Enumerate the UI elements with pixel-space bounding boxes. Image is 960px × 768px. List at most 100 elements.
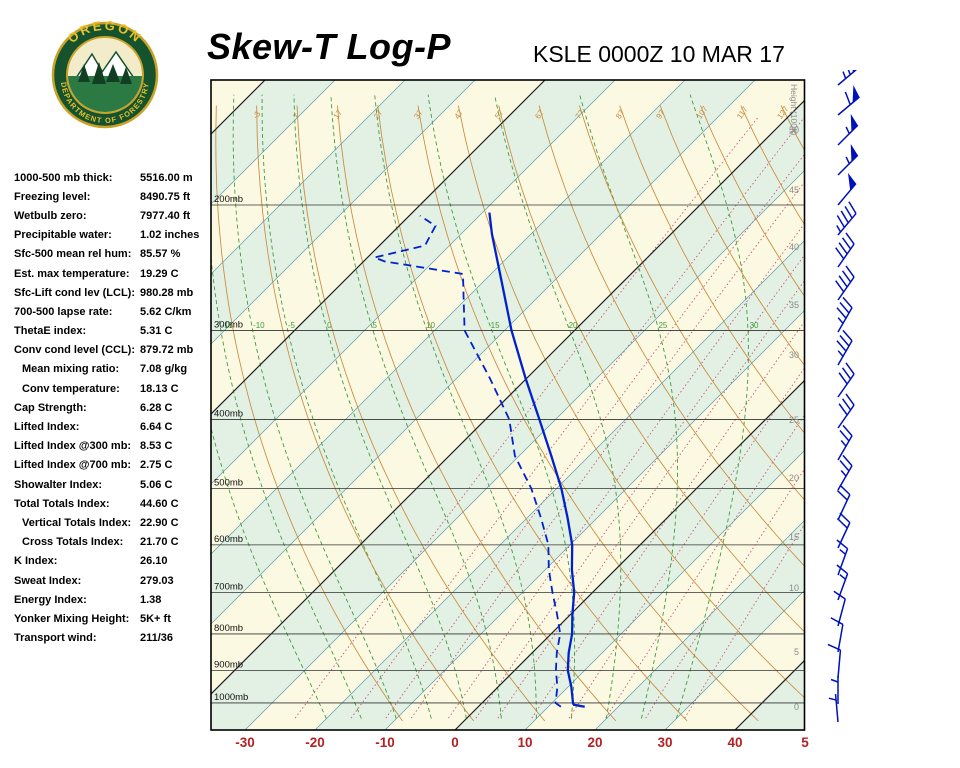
- dry-adiabat-line: [457, 105, 805, 699]
- index-row: K Index: 26.10: [14, 552, 212, 571]
- wind-barb: [837, 70, 858, 86]
- wind-barb: [836, 539, 849, 576]
- wind-barb: [837, 172, 857, 206]
- barb-full: [835, 280, 845, 293]
- index-row: 700-500 lapse rate: 5.62 C/km: [14, 302, 212, 321]
- pressure-label: 800mb: [214, 623, 243, 634]
- pressure-label: 400mb: [214, 408, 243, 419]
- indices-panel: 1000-500 mb thick: 5516.00 m Freezing leve…: [14, 168, 212, 648]
- barb-staff: [837, 404, 855, 429]
- index-value: 279.03: [140, 574, 174, 587]
- barb-full: [839, 430, 850, 442]
- barb-full: [838, 275, 848, 288]
- height-tick-label: 25: [789, 415, 799, 425]
- barb-half: [845, 126, 850, 135]
- index-value: 5.06 C: [140, 478, 173, 491]
- barb-staff: [837, 598, 846, 627]
- tree-icon: [78, 64, 90, 82]
- wind-barb: [837, 393, 855, 429]
- wind-barb-column: [827, 70, 860, 723]
- moist-adiabat-label: -15: [221, 321, 233, 330]
- index-row: Transport wind: 211/36: [14, 629, 212, 648]
- index-value: 7977.40 ft: [140, 209, 191, 222]
- dry-adiabat-line: [578, 105, 805, 501]
- index-label: Vertical Totals Index:: [22, 516, 132, 529]
- barb-full: [845, 265, 855, 278]
- index-row: Vertical Totals Index: 22.90 C: [14, 513, 212, 532]
- index-row: Mean mixing ratio: 7.08 g/kg: [14, 360, 212, 379]
- index-label: Total Totals Index:: [14, 497, 110, 510]
- barb-full: [839, 484, 851, 496]
- index-value: 980.28 mb: [140, 286, 194, 299]
- index-row: Lifted Index @700 mb: 2.75 C: [14, 456, 212, 475]
- index-row: Freezing level: 8490.75 ft: [14, 187, 212, 206]
- pressure-label: 200mb: [214, 194, 243, 205]
- moist-adiabat-line: [374, 94, 537, 719]
- barb-staff: [834, 694, 839, 723]
- index-row: Conv temperature: 18.13 C: [14, 379, 212, 398]
- index-row: ThetaE index: 5.31 C: [14, 322, 212, 341]
- barb-flag: [847, 172, 856, 191]
- moist-adiabat-label: 10: [426, 321, 435, 330]
- barb-staff: [837, 494, 851, 521]
- index-value: 1.38: [140, 593, 162, 606]
- barb-staff: [837, 522, 851, 549]
- index-label: Conv temperature:: [22, 382, 120, 395]
- dewpoint-line: [371, 214, 562, 708]
- index-label: Showalter Index:: [14, 478, 103, 491]
- barb-staff: [837, 243, 855, 268]
- index-value: 6.28 C: [140, 401, 173, 414]
- index-label: Mean mixing ratio:: [22, 363, 120, 376]
- index-value: 6.64 C: [140, 421, 173, 434]
- index-value: 26.10: [140, 555, 168, 568]
- barb-full: [838, 242, 848, 255]
- wind-barb: [836, 329, 853, 366]
- barb-staff: [837, 340, 853, 366]
- barb-half: [836, 225, 842, 233]
- moist-adiabat-label: -5: [288, 321, 296, 330]
- x-axis-tick-label: -20: [305, 735, 325, 750]
- barb-full: [839, 335, 850, 347]
- index-row: Showalter Index: 5.06 C: [14, 475, 212, 494]
- index-row: Cross Totals Index: 21.70 C: [14, 533, 212, 552]
- x-axis-tick-label: -30: [235, 735, 255, 750]
- wind-barb: [828, 694, 839, 723]
- height-tick-label: 30: [789, 350, 799, 360]
- x-axis-tick-label: 30: [657, 735, 672, 750]
- barb-flag: [850, 113, 858, 132]
- isotherm-line: [594, 520, 805, 730]
- pressure-label: 500mb: [214, 477, 243, 488]
- index-label: Conv cond level (CCL):: [14, 344, 136, 357]
- height-tick-label: 0: [794, 702, 799, 712]
- index-label: Transport wind:: [14, 632, 97, 645]
- barb-staff: [837, 548, 849, 576]
- isotherm-line: [211, 80, 476, 345]
- moist-adiabat-label: 15: [491, 321, 500, 330]
- moist-adiabat-line: [330, 94, 502, 719]
- index-label: Lifted Index @300 mb:: [14, 440, 132, 453]
- index-value: 211/36: [140, 632, 174, 645]
- barb-half: [837, 350, 844, 357]
- barb-flag: [852, 70, 856, 73]
- barb-full: [848, 201, 857, 214]
- dry-adiabat-line: [215, 105, 403, 722]
- wind-barb: [837, 113, 859, 146]
- x-axis-tick-label: 5: [801, 735, 809, 750]
- index-label: Sfc-Lift cond lev (LCL):: [14, 286, 135, 299]
- barb-full: [836, 539, 849, 550]
- x-axis-tick-label: 40: [727, 735, 742, 750]
- index-value: 5516.00 m: [140, 171, 193, 184]
- barb-full: [845, 362, 855, 375]
- index-row: Energy Index: 1.38: [14, 590, 212, 609]
- barb-full: [830, 617, 844, 626]
- wind-barb: [837, 362, 855, 398]
- index-value: 19.29 C: [140, 267, 179, 280]
- barb-full: [836, 564, 849, 575]
- isotherm-line: [524, 450, 805, 730]
- barb-full: [841, 367, 852, 380]
- wind-barb: [836, 484, 851, 521]
- height-tick-label: 50: [789, 125, 799, 135]
- index-row: Sweat Index: 279.03: [14, 571, 212, 590]
- barb-half: [839, 574, 847, 580]
- wind-barb: [837, 454, 853, 491]
